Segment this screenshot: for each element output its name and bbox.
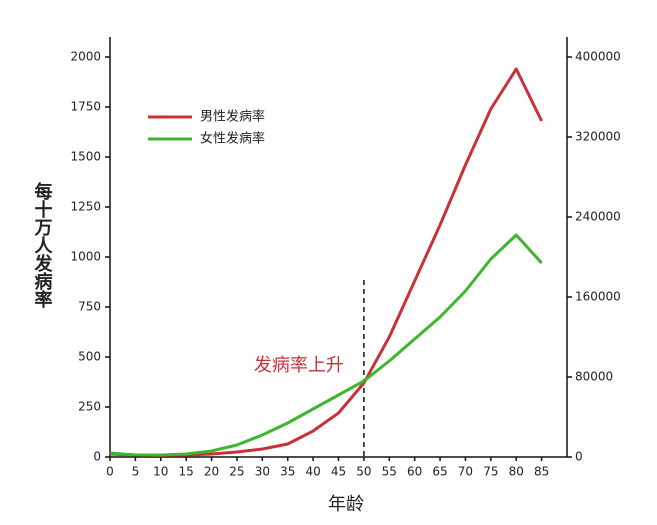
y2-tick-label: 400000 bbox=[575, 50, 621, 64]
x-tick-label: 80 bbox=[509, 465, 524, 479]
x-tick-label: 15 bbox=[179, 465, 194, 479]
y2-tick-label: 80000 bbox=[575, 370, 613, 384]
x-tick-label: 40 bbox=[305, 465, 320, 479]
x-tick-label: 70 bbox=[458, 465, 473, 479]
y-tick-label: 500 bbox=[78, 350, 101, 364]
y2-tick-label: 240000 bbox=[575, 210, 621, 224]
x-tick-label: 50 bbox=[356, 465, 371, 479]
x-tick-label: 25 bbox=[229, 465, 244, 479]
y-tick-label: 1250 bbox=[70, 200, 101, 214]
y-tick-label: 250 bbox=[78, 400, 101, 414]
x-tick-label: 55 bbox=[382, 465, 397, 479]
legend-label: 女性发病率 bbox=[200, 131, 265, 147]
y-axis-label: 每十万人发病率 bbox=[32, 181, 54, 309]
x-tick-label: 35 bbox=[280, 465, 295, 479]
y-tick-label: 1500 bbox=[70, 150, 101, 164]
x-tick-label: 60 bbox=[407, 465, 422, 479]
y2-tick-label: 160000 bbox=[575, 290, 621, 304]
y-tick-label: 1000 bbox=[70, 250, 101, 264]
x-tick-label: 20 bbox=[204, 465, 219, 479]
y-tick-label: 750 bbox=[78, 300, 101, 314]
y-tick-label: 2000 bbox=[70, 50, 101, 64]
y-tick-label: 1750 bbox=[70, 100, 101, 114]
x-tick-label: 75 bbox=[483, 465, 498, 479]
x-tick-label: 30 bbox=[255, 465, 270, 479]
x-tick-label: 10 bbox=[153, 465, 168, 479]
legend-label: 男性发病率 bbox=[200, 109, 265, 125]
y2-tick-label: 0 bbox=[575, 450, 583, 464]
y2-tick-label: 320000 bbox=[575, 130, 621, 144]
x-tick-label: 85 bbox=[534, 465, 549, 479]
x-tick-label: 45 bbox=[331, 465, 346, 479]
data-line bbox=[109, 233, 543, 457]
data-line bbox=[109, 67, 543, 457]
x-tick-label: 0 bbox=[106, 465, 114, 479]
x-tick-label: 5 bbox=[132, 465, 140, 479]
x-tick-label: 65 bbox=[432, 465, 447, 479]
y-tick-label: 0 bbox=[93, 450, 101, 464]
x-axis-label: 年龄 bbox=[328, 494, 364, 515]
annotation: 发病率上升 bbox=[254, 355, 344, 376]
